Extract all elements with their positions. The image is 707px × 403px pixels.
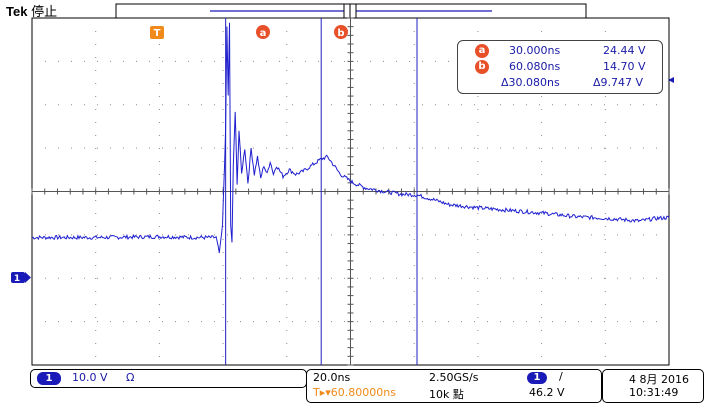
readout-a-icon: a <box>475 44 489 58</box>
date-time-panel: 4 8月 2016 10:31:49 <box>602 369 704 403</box>
channel-1-trace <box>31 22 670 253</box>
trigger-slope-icon: / <box>559 370 563 383</box>
trigger-position-badge <box>150 26 164 39</box>
trigger-position-label: T <box>154 28 161 39</box>
channel-1-marker-arrow-icon <box>25 272 31 283</box>
readout-b-time: 60.080ns <box>509 60 561 73</box>
acquisition-status: 停止 <box>31 4 58 19</box>
time-value: 10:31:49 <box>629 386 679 399</box>
impedance-icon: Ω <box>126 371 135 384</box>
channel-1-button[interactable]: 1 <box>37 372 61 385</box>
cursor-a-marker[interactable]: a <box>256 25 270 39</box>
channel-1-marker-badge <box>11 272 25 283</box>
readout-b-volt: 14.70 V <box>603 60 646 73</box>
channel-1-trace-group <box>31 22 670 253</box>
cursor-a-badge <box>256 25 270 39</box>
cursor-b-badge <box>334 25 348 39</box>
trigger-source-badge[interactable]: 1 <box>527 372 547 384</box>
cursor-b-label: b <box>337 28 344 39</box>
vertical-scale-panel[interactable]: 1 10.0 V Ω <box>30 369 307 388</box>
readout-b-icon: b <box>475 60 489 74</box>
readout-a-time: 30.000ns <box>509 44 561 57</box>
brand-header: Tek 停止 <box>6 1 57 20</box>
readout-delta-time: Δ30.080ns <box>501 76 560 89</box>
cursor-a-label: a <box>260 28 267 39</box>
vertical-scale-value: 10.0 V <box>72 371 108 384</box>
record-overview <box>115 3 587 19</box>
timebase-trigger-panel[interactable]: 20.0ns 2.50GS/s 1 / T▸▾60.80000ns 10k 點 … <box>306 369 602 403</box>
trigger-position-marker[interactable]: T <box>150 26 164 39</box>
cursor-b-marker[interactable]: b <box>334 25 348 39</box>
timebase-value: 20.0ns <box>313 371 351 384</box>
channel-1-ground-marker[interactable]: 1 <box>11 272 31 284</box>
sample-rate-value: 2.50GS/s <box>429 371 479 384</box>
readout-delta-volt: Δ9.747 V <box>593 76 644 89</box>
channel-1-marker-label: 1 <box>14 274 20 284</box>
date-value: 4 8月 2016 <box>629 373 689 386</box>
record-length-value: 10k 點 <box>429 388 464 401</box>
graticule-grid <box>31 17 670 366</box>
trigger-position-value: T▸▾60.80000ns <box>313 386 396 399</box>
readout-a-volt: 24.44 V <box>603 44 646 57</box>
cursor-lines <box>225 18 418 365</box>
brand-logo: Tek <box>6 4 28 19</box>
reference-arrow-icon <box>668 77 674 83</box>
cursor-readout-panel: a 30.000ns 24.44 V b 60.080ns 14.70 V Δ3… <box>457 40 663 94</box>
trigger-level-value: 46.2 V <box>529 386 565 399</box>
